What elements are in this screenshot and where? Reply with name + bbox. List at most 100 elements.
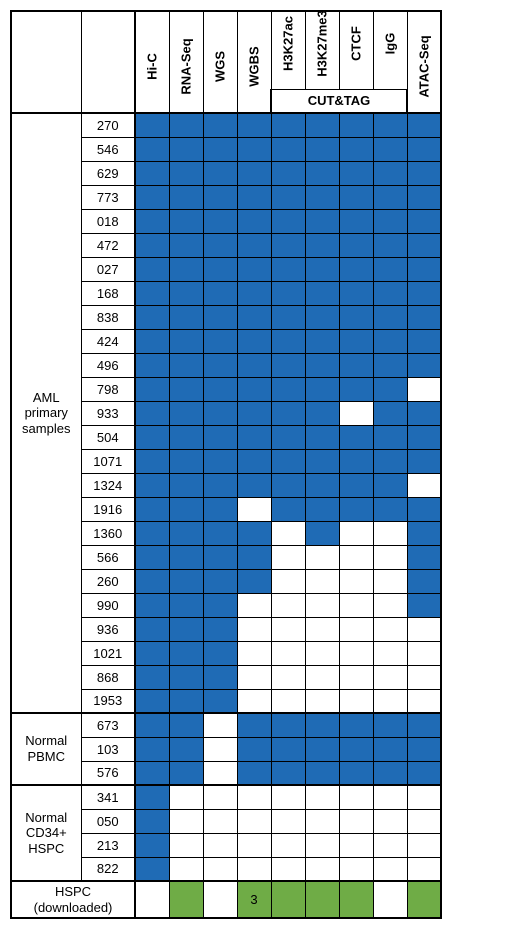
data-cell bbox=[169, 737, 203, 761]
data-cell bbox=[169, 617, 203, 641]
data-cell bbox=[271, 761, 305, 785]
data-cell bbox=[339, 425, 373, 449]
sample-id-cell: 1360 bbox=[81, 521, 135, 545]
data-cell bbox=[237, 521, 271, 545]
data-cell bbox=[271, 401, 305, 425]
data-cell bbox=[271, 137, 305, 161]
col-header-label: CTCF bbox=[349, 26, 364, 61]
data-cell bbox=[407, 857, 441, 881]
data-cell bbox=[339, 185, 373, 209]
footer-label: HSPC (downloaded) bbox=[11, 881, 135, 918]
data-cell bbox=[271, 329, 305, 353]
data-cell bbox=[339, 809, 373, 833]
sample-id-cell: 472 bbox=[81, 233, 135, 257]
data-cell bbox=[339, 785, 373, 809]
data-cell bbox=[271, 449, 305, 473]
data-cell bbox=[203, 689, 237, 713]
data-cell bbox=[203, 785, 237, 809]
data-cell bbox=[271, 209, 305, 233]
data-cell bbox=[407, 497, 441, 521]
data-cell bbox=[203, 497, 237, 521]
data-cell bbox=[339, 449, 373, 473]
data-cell bbox=[203, 473, 237, 497]
data-cell bbox=[237, 161, 271, 185]
data-cell bbox=[305, 785, 339, 809]
data-cell bbox=[407, 833, 441, 857]
data-cell bbox=[339, 857, 373, 881]
data-cell bbox=[339, 209, 373, 233]
data-cell bbox=[373, 833, 407, 857]
data-cell bbox=[339, 377, 373, 401]
data-cell bbox=[271, 425, 305, 449]
data-cell bbox=[305, 497, 339, 521]
table-row: NormalCD34+HSPC341 bbox=[11, 785, 441, 809]
data-cell bbox=[237, 209, 271, 233]
data-cell bbox=[407, 521, 441, 545]
col-header-label: IgG bbox=[383, 32, 398, 54]
data-cell bbox=[373, 569, 407, 593]
sample-id-cell: 868 bbox=[81, 665, 135, 689]
data-cell bbox=[203, 857, 237, 881]
data-cell bbox=[373, 665, 407, 689]
footer-data-cell bbox=[407, 881, 441, 918]
data-cell bbox=[169, 233, 203, 257]
data-cell bbox=[373, 233, 407, 257]
footer-data-cell bbox=[169, 881, 203, 918]
table-row: AMLprimarysamples270 bbox=[11, 113, 441, 137]
data-cell bbox=[271, 641, 305, 665]
data-cell bbox=[169, 833, 203, 857]
data-cell bbox=[135, 689, 169, 713]
data-cell bbox=[169, 497, 203, 521]
sample-id-cell: 260 bbox=[81, 569, 135, 593]
data-cell bbox=[169, 209, 203, 233]
data-cell bbox=[339, 233, 373, 257]
data-cell bbox=[339, 593, 373, 617]
data-cell bbox=[373, 257, 407, 281]
col-header-label: H3K27me3 bbox=[315, 10, 330, 77]
col-header-label: WGS bbox=[213, 51, 228, 82]
data-cell bbox=[135, 473, 169, 497]
data-cell bbox=[305, 281, 339, 305]
data-cell bbox=[305, 593, 339, 617]
data-cell bbox=[407, 761, 441, 785]
data-cell bbox=[305, 833, 339, 857]
data-cell bbox=[169, 113, 203, 137]
data-cell bbox=[237, 641, 271, 665]
data-cell bbox=[135, 785, 169, 809]
data-cell bbox=[339, 113, 373, 137]
sample-id-cell: 103 bbox=[81, 737, 135, 761]
data-cell bbox=[339, 569, 373, 593]
data-cell bbox=[135, 833, 169, 857]
data-cell bbox=[237, 737, 271, 761]
data-cell bbox=[373, 737, 407, 761]
data-cell bbox=[169, 809, 203, 833]
data-cell bbox=[237, 449, 271, 473]
data-cell bbox=[339, 257, 373, 281]
data-cell bbox=[169, 569, 203, 593]
data-cell bbox=[237, 857, 271, 881]
data-cell bbox=[407, 809, 441, 833]
row-group-label: NormalCD34+HSPC bbox=[11, 785, 81, 881]
data-cell bbox=[203, 641, 237, 665]
data-cell bbox=[305, 689, 339, 713]
data-cell bbox=[373, 857, 407, 881]
data-cell bbox=[135, 713, 169, 737]
data-cell bbox=[271, 377, 305, 401]
data-cell bbox=[305, 305, 339, 329]
data-cell bbox=[373, 689, 407, 713]
data-cell bbox=[373, 785, 407, 809]
data-cell bbox=[339, 281, 373, 305]
data-cell bbox=[339, 497, 373, 521]
data-cell bbox=[407, 617, 441, 641]
data-cell bbox=[339, 617, 373, 641]
data-cell bbox=[135, 281, 169, 305]
data-cell bbox=[135, 161, 169, 185]
data-cell bbox=[237, 833, 271, 857]
data-cell bbox=[271, 545, 305, 569]
data-cell bbox=[339, 473, 373, 497]
col-header-ATAC-Seq: ATAC-Seq bbox=[407, 11, 441, 113]
data-cell bbox=[373, 305, 407, 329]
col-header-Hi-C: Hi-C bbox=[135, 11, 169, 113]
data-cell bbox=[407, 329, 441, 353]
data-cell bbox=[169, 473, 203, 497]
